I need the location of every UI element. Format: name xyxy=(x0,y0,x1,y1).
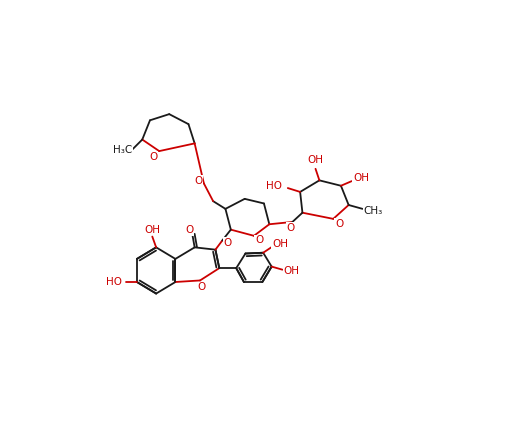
Text: O: O xyxy=(185,225,194,235)
Text: OH: OH xyxy=(284,266,300,276)
Text: OH: OH xyxy=(353,173,369,183)
Text: O: O xyxy=(198,282,206,292)
Text: O: O xyxy=(195,176,203,186)
Text: O: O xyxy=(335,219,344,229)
Text: OH: OH xyxy=(272,239,288,249)
Text: HO: HO xyxy=(266,181,282,191)
Text: O: O xyxy=(149,152,157,162)
Text: OH: OH xyxy=(144,225,160,235)
Text: O: O xyxy=(287,223,295,233)
Text: H₃C: H₃C xyxy=(113,144,133,155)
Text: O: O xyxy=(224,238,232,248)
Text: O: O xyxy=(255,235,264,245)
Text: HO: HO xyxy=(106,277,122,287)
Text: OH: OH xyxy=(308,156,324,165)
Text: CH₃: CH₃ xyxy=(364,206,383,216)
